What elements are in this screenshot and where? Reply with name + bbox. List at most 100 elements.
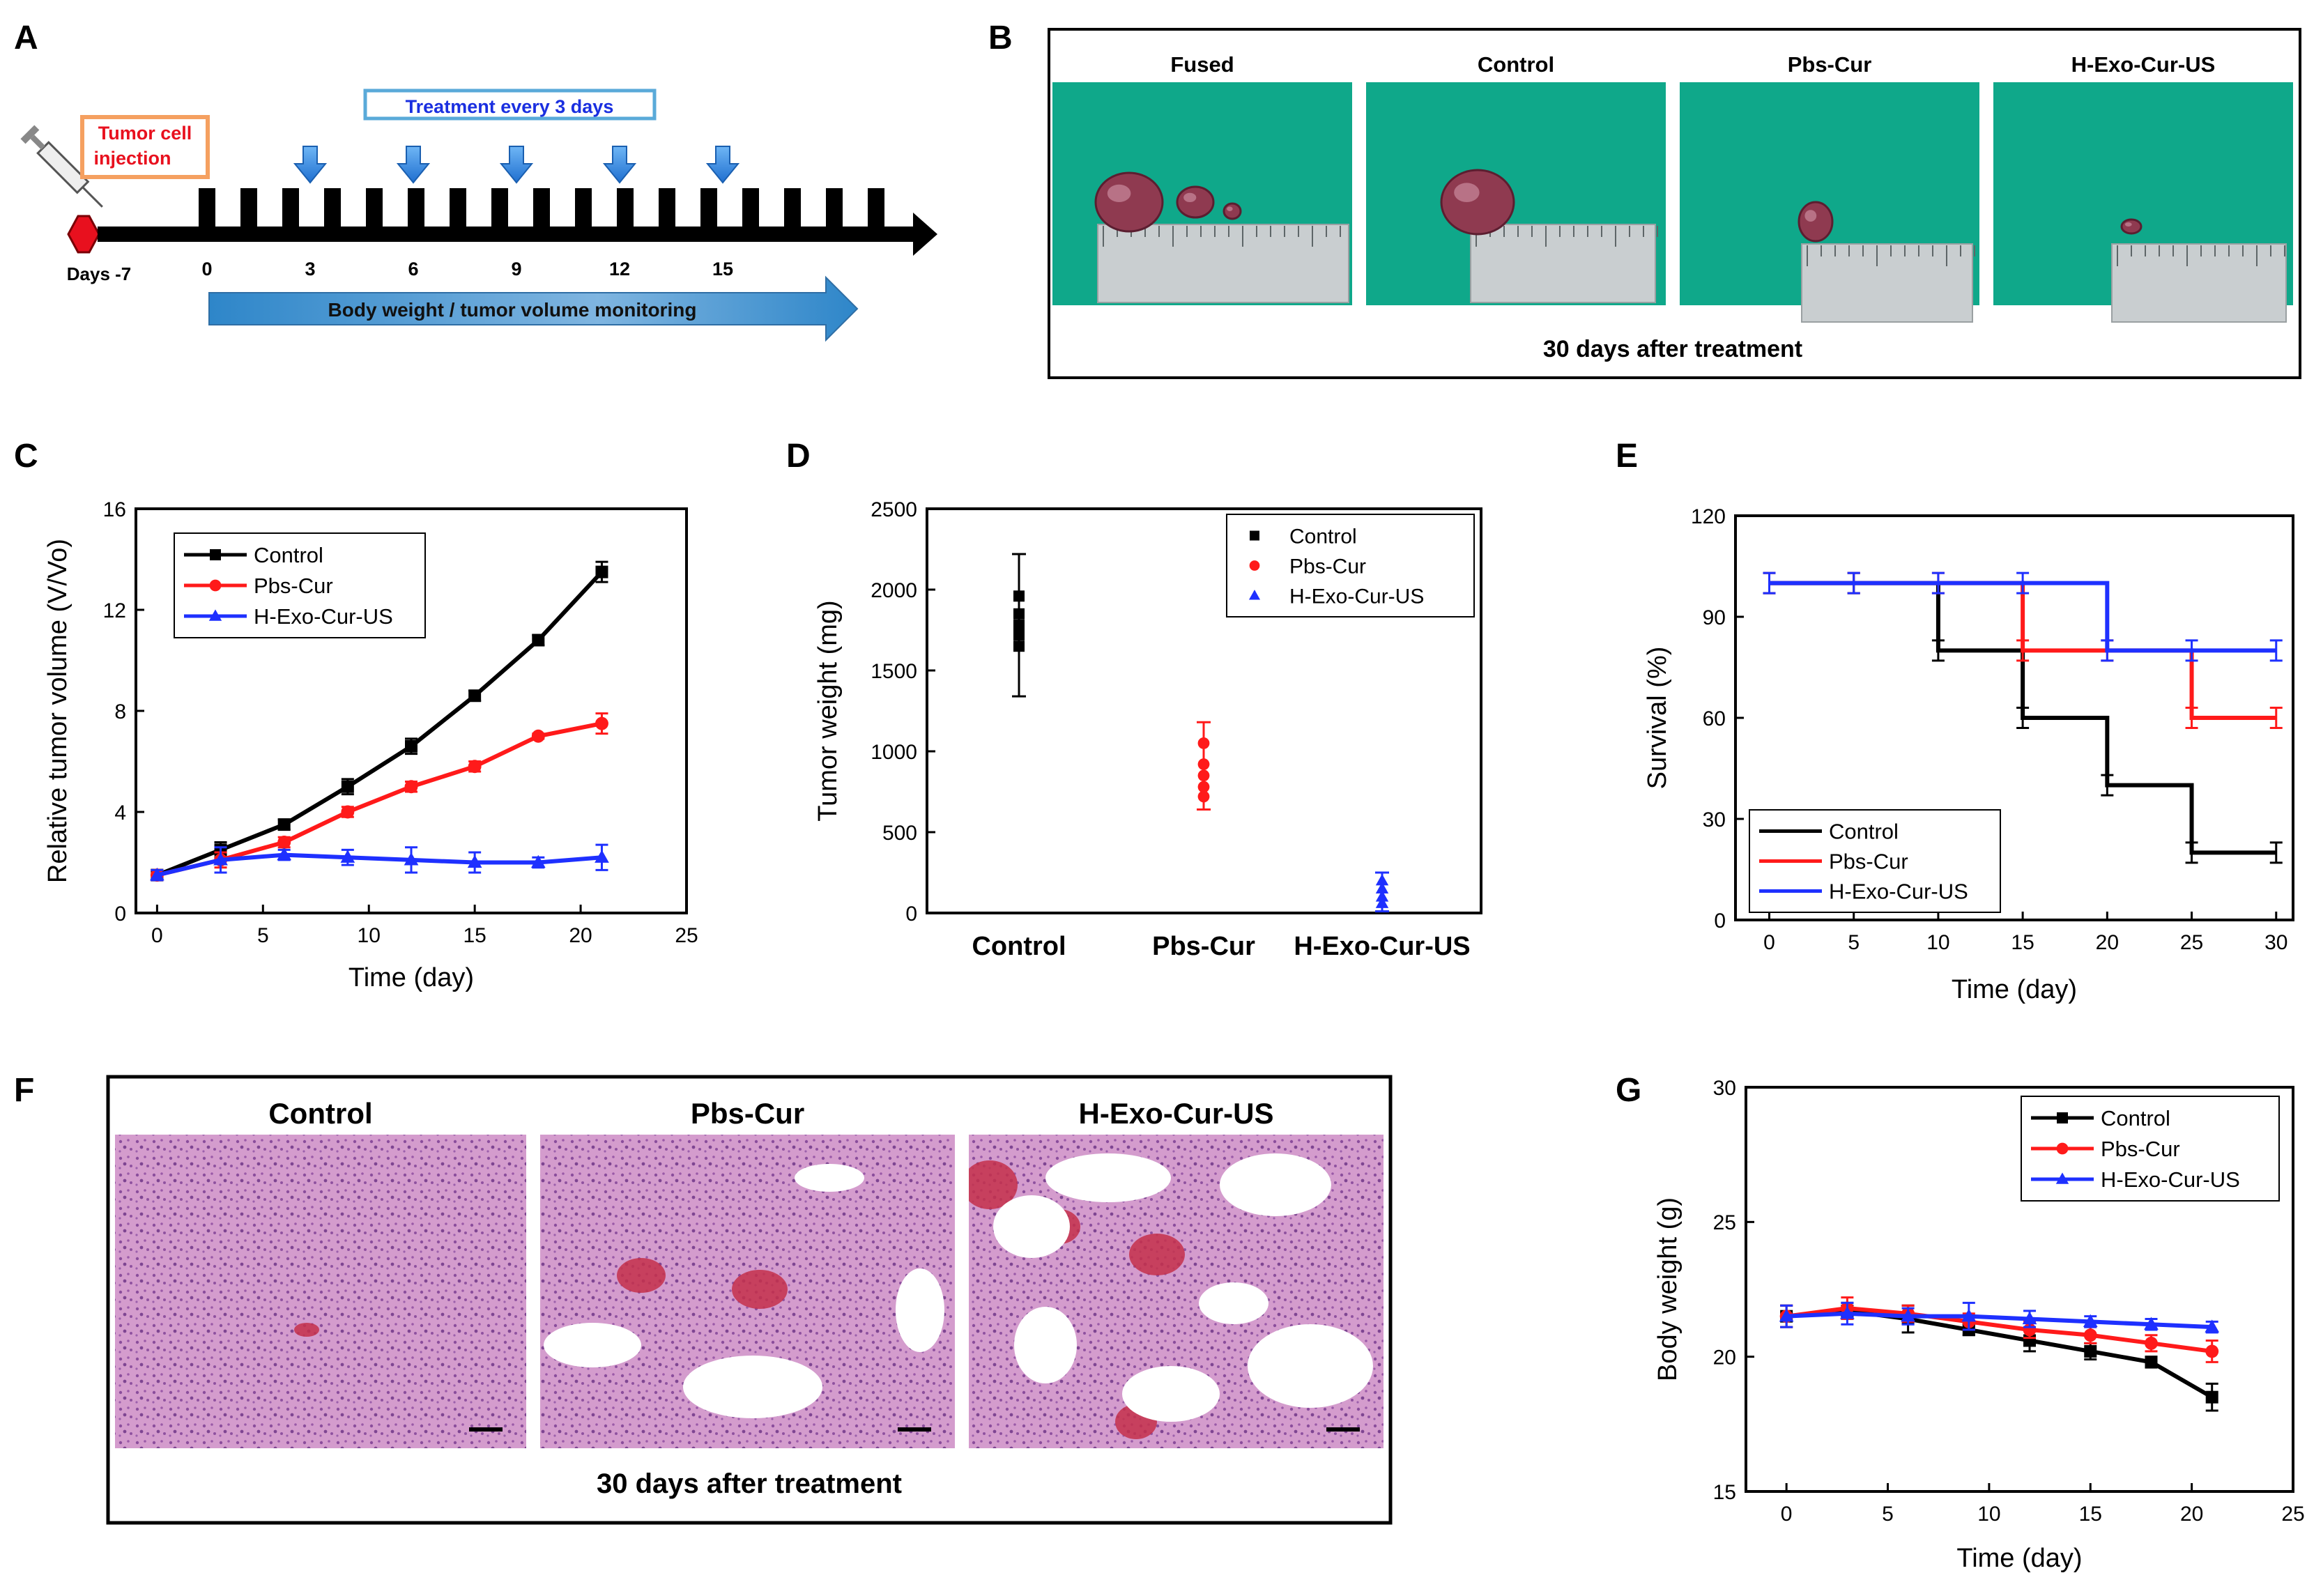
y-tick-label: 8 bbox=[114, 700, 126, 723]
photo-group-label: H-Exo-Cur-US bbox=[2071, 52, 2216, 77]
series-line bbox=[156, 721, 603, 877]
legend-label: H-Exo-Cur-US bbox=[1289, 585, 1424, 608]
y-axis-label: Survival (%) bbox=[1643, 647, 1672, 790]
timeline-day-block bbox=[826, 188, 843, 227]
timeline-day-block bbox=[199, 188, 215, 227]
hemorrhage-area bbox=[1129, 1234, 1185, 1275]
tumor-highlight bbox=[1183, 192, 1197, 202]
data-point-circle bbox=[2205, 1344, 2219, 1358]
y-tick-label: 15 bbox=[1713, 1481, 1736, 1504]
excised-tumor bbox=[1798, 201, 1834, 243]
panel-f-caption: 30 days after treatment bbox=[597, 1468, 902, 1499]
y-tick-label: 500 bbox=[882, 822, 917, 845]
timeline-day-block bbox=[533, 188, 550, 227]
histology-image bbox=[540, 1135, 955, 1448]
photo-group-label: Fused bbox=[1170, 52, 1234, 77]
x-tick-label: 0 bbox=[151, 924, 163, 947]
series-h-exo-cur-us bbox=[1375, 871, 1389, 913]
x-tick-label: 20 bbox=[2096, 931, 2119, 954]
necrotic-void bbox=[1045, 1153, 1171, 1202]
data-point-triangle bbox=[467, 854, 482, 868]
timeline-day-block bbox=[659, 188, 675, 227]
data-point-triangle bbox=[277, 847, 292, 861]
monitoring-arrow: Body weight / tumor volume monitoring bbox=[208, 275, 859, 342]
data-point-triangle bbox=[1779, 1308, 1794, 1322]
histology-group-label: H-Exo-Cur-US bbox=[1079, 1097, 1274, 1130]
series-control bbox=[1012, 553, 1026, 698]
series-h-exo-cur-us bbox=[150, 843, 609, 882]
x-tick-label: 20 bbox=[569, 924, 592, 947]
data-point-circle bbox=[2083, 1328, 2097, 1342]
category-label: H-Exo-Cur-US bbox=[1294, 932, 1470, 961]
necrotic-void bbox=[795, 1164, 864, 1192]
day-tick-label: 0 bbox=[201, 259, 212, 279]
panel-e-letter: E bbox=[1616, 438, 1638, 475]
timeline-day-block bbox=[240, 188, 257, 227]
data-point-circle bbox=[404, 780, 418, 794]
necrotic-void bbox=[1248, 1324, 1373, 1408]
x-axis-label: Time (day) bbox=[1952, 975, 2077, 1004]
data-point-square bbox=[1013, 608, 1025, 620]
y-tick-label: 1500 bbox=[871, 660, 917, 683]
data-point-triangle bbox=[2055, 1172, 2069, 1184]
data-point-square bbox=[405, 739, 417, 753]
data-point-circle bbox=[531, 729, 545, 743]
ruler bbox=[2111, 243, 2287, 323]
histology-group-label: Pbs-Cur bbox=[691, 1097, 804, 1130]
legend-label: Pbs-Cur bbox=[1829, 850, 1908, 874]
excised-tumor bbox=[2120, 218, 2143, 235]
data-point-square bbox=[1013, 640, 1025, 652]
tumor-highlight bbox=[1227, 206, 1233, 212]
legend-box bbox=[1226, 514, 1475, 617]
data-point-triangle bbox=[1375, 882, 1389, 893]
x-tick-label: 15 bbox=[2079, 1503, 2102, 1526]
y-axis-label: Relative tumor volume (V/Vo) bbox=[43, 539, 72, 883]
x-tick-label: 25 bbox=[675, 924, 698, 947]
x-tick-label: 10 bbox=[1926, 931, 1949, 954]
data-point-square bbox=[595, 565, 608, 578]
legend-label: Control bbox=[1829, 820, 1899, 844]
photo-group-label: Control bbox=[1478, 52, 1554, 77]
y-tick-label: 0 bbox=[905, 903, 917, 926]
treatment-arrow-icon bbox=[293, 146, 328, 184]
y-tick-label: 25 bbox=[1713, 1211, 1736, 1234]
data-point-circle bbox=[2145, 1336, 2158, 1350]
necrotic-void bbox=[544, 1323, 641, 1367]
data-point-circle bbox=[1197, 781, 1210, 793]
x-tick-label: 5 bbox=[1848, 931, 1860, 954]
panel-b: B Fused Control Pbs-Cur H-Exo-Cur-US 30 day… bbox=[988, 20, 2301, 379]
day-tick-label: 6 bbox=[408, 259, 418, 279]
category-label: Pbs-Cur bbox=[1152, 932, 1255, 961]
y-axis-label: Body weight (g) bbox=[1653, 1197, 1683, 1381]
y-tick-label: 4 bbox=[114, 801, 126, 824]
day-tick-label: 12 bbox=[609, 259, 630, 279]
tumor-highlight bbox=[1804, 210, 1817, 222]
panel-c-letter: C bbox=[14, 438, 38, 475]
necrotic-void bbox=[896, 1268, 944, 1352]
y-tick-label: 20 bbox=[1713, 1346, 1736, 1369]
data-point-square bbox=[468, 689, 482, 703]
treatment-arrow-icon bbox=[499, 146, 534, 184]
y-axis-label: Tumor weight (mg) bbox=[813, 600, 843, 821]
excised-tumor bbox=[1440, 169, 1515, 236]
timeline-day-block bbox=[282, 188, 299, 227]
x-tick-label: 0 bbox=[1781, 1503, 1793, 1526]
hemorrhage-area bbox=[617, 1258, 666, 1293]
legend-label: H-Exo-Cur-US bbox=[1829, 880, 1968, 904]
timeline-day-block bbox=[700, 188, 717, 227]
monitoring-label: Body weight / tumor volume monitoring bbox=[328, 299, 697, 321]
legend-label: Pbs-Cur bbox=[254, 574, 333, 598]
injection-label-line2: injection bbox=[93, 148, 171, 169]
panel-f: F Control Pbs-Cur H-Exo-Cur-US 30 days aft… bbox=[14, 1072, 1393, 1525]
panel-a-letter: A bbox=[14, 20, 38, 56]
scale-bar bbox=[898, 1427, 931, 1432]
legend-label: Control bbox=[2101, 1106, 2170, 1130]
hemorrhage-area bbox=[732, 1270, 788, 1309]
treatment-arrow-icon bbox=[705, 146, 740, 184]
panel-e: E 0 5 10 15 20 25 30 0 30 60 90 120 Time (day) Surviv… bbox=[1616, 438, 2294, 1004]
data-point-triangle bbox=[2205, 1319, 2220, 1333]
day-tick-label: 15 bbox=[712, 259, 733, 279]
series-control bbox=[151, 560, 608, 882]
panel-b-caption: 30 days after treatment bbox=[1543, 336, 1802, 362]
